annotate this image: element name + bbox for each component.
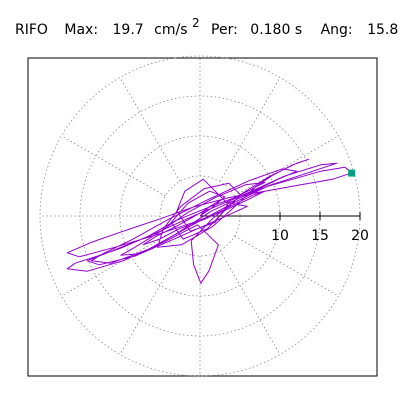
grid-spoke-300 — [219, 250, 281, 355]
radial-tick-label-10: 10 — [271, 228, 289, 244]
grid-spoke-30 — [234, 135, 339, 197]
peak-marker — [348, 169, 356, 177]
per-label: Per: — [211, 22, 238, 38]
grid-spoke-60 — [219, 77, 281, 182]
grid-spoke-150 — [61, 135, 166, 197]
grid-spoke-120 — [119, 77, 181, 182]
header-title: RIFO Max: 19.7 cm/s 2 Per: 0.180 s Ang: … — [15, 15, 398, 38]
ang-value: 15.8 — [367, 22, 398, 38]
max-label: Max: — [64, 22, 98, 38]
max-unit-exponent: 2 — [192, 16, 200, 30]
radial-tick-label-20: 20 — [351, 228, 369, 244]
series-trace-0 — [66, 158, 353, 284]
grid-spoke-330 — [234, 235, 339, 297]
grid-spoke-210 — [61, 235, 166, 297]
ang-label: Ang: — [321, 22, 353, 38]
plot-area — [66, 158, 356, 284]
radial-tick-label-15: 15 — [311, 228, 329, 244]
max-unit: cm/s — [154, 22, 187, 38]
per-value: 0.180 s — [250, 22, 302, 38]
grid-spoke-240 — [119, 250, 181, 355]
station-name: RIFO — [15, 22, 48, 38]
max-value: 19.7 — [113, 22, 144, 38]
